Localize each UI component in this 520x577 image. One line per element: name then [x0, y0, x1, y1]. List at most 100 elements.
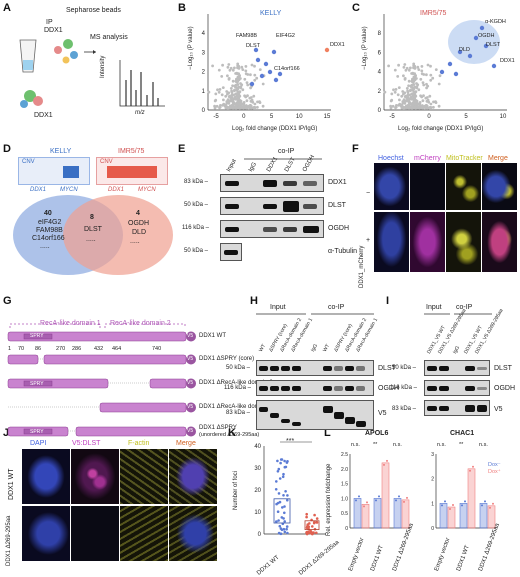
i-kda-1: 116 kDa –	[390, 385, 417, 391]
foci-point-wt	[278, 477, 282, 480]
bg-point	[431, 76, 435, 80]
bar-1-0	[361, 504, 370, 529]
g-pos-7: 740	[152, 346, 162, 352]
bg-point	[418, 101, 422, 104]
bg-point	[425, 86, 428, 90]
k-ylabel: Number of foci	[233, 470, 239, 510]
bg-point	[413, 76, 417, 80]
l-bar-chac1: 0 1 2 3	[431, 452, 496, 532]
bg-point	[419, 77, 423, 81]
y-tick-label: 0	[202, 108, 206, 114]
bg-point	[420, 72, 424, 76]
bg-point	[229, 87, 233, 90]
l-title-1: CHAC1	[450, 430, 475, 437]
bg-point	[244, 69, 248, 73]
panel-letter-e: E	[178, 143, 186, 155]
venn-mid-count: 8	[90, 214, 94, 221]
j-h-merge: Merge	[176, 440, 196, 447]
replicate-dot	[398, 495, 400, 498]
foci-point-wt	[283, 459, 286, 463]
ms-label: MS analysis	[90, 34, 128, 41]
e-blot-ogdh	[220, 220, 324, 238]
bg-point	[425, 73, 428, 77]
label-ddx1-c: DDX1	[500, 58, 515, 64]
bar-0-1	[373, 498, 382, 529]
foci-point-wt	[285, 527, 288, 531]
y-tick-label: 6	[378, 50, 382, 56]
bg-point	[425, 96, 429, 99]
foci-point-mut	[313, 513, 316, 517]
y-tick-label: 0	[258, 532, 262, 538]
bg-point	[250, 63, 254, 67]
label-dlst-c: DLST	[486, 42, 501, 48]
bg-point	[414, 90, 418, 94]
bar-0-2	[393, 498, 402, 529]
venn-left-gene1: eIF4G2	[38, 219, 62, 226]
l-sig2-1: **	[459, 442, 464, 448]
g-domain1: RecA-like domain 1	[40, 320, 101, 327]
g-construct-0: DDX1 WT	[199, 333, 226, 339]
bg-point	[426, 63, 430, 67]
bg-point	[253, 73, 257, 77]
y-tick-label: 1	[431, 501, 434, 507]
bar-0-2	[479, 503, 488, 529]
replicate-dot	[461, 504, 463, 507]
bg-point	[261, 82, 265, 86]
replicate-dot	[469, 469, 471, 472]
volcano-b-xlabel: Log₂ fold change (DDX1 IP/IgG)	[232, 126, 318, 132]
hit-point	[453, 71, 459, 77]
bg-point	[261, 104, 265, 108]
bg-point	[396, 75, 400, 78]
bg-point	[237, 76, 241, 80]
bar-0-1	[459, 503, 468, 529]
h-coip: co-IP	[328, 304, 345, 311]
y-tick-label: 2	[202, 70, 206, 76]
box-mut	[304, 520, 320, 531]
bg-point	[421, 99, 425, 103]
e-row-dlst: DLST	[328, 202, 346, 209]
hit-point	[271, 49, 277, 55]
bg-point	[410, 79, 414, 83]
replicate-dot	[406, 496, 408, 499]
panel-letter-b: B	[178, 2, 186, 14]
hit-point	[255, 57, 261, 63]
bg-point	[437, 104, 441, 108]
label-fam98b: FAM98B	[236, 33, 258, 39]
g-v5-1: V5	[187, 333, 194, 339]
hit-point	[259, 73, 265, 79]
bg-point	[398, 98, 401, 102]
intensity-label: Intensity	[100, 55, 106, 78]
f-h-mcherry: mCherry	[414, 155, 441, 162]
e-kda-3: 50 kDa –	[184, 248, 209, 254]
bg-point	[429, 102, 433, 106]
bg-point	[393, 90, 397, 94]
panel-letter-d: D	[3, 143, 11, 155]
volcano-b-plot: -5 0 5 10 15 0 1 2 3 4	[202, 14, 331, 120]
bg-point	[395, 104, 398, 107]
bg-point	[227, 100, 230, 104]
bg-point	[256, 105, 259, 109]
bg-point	[236, 106, 240, 110]
g-pos-1: 70	[18, 346, 25, 352]
i-row-ogdh: OGDH	[494, 385, 515, 392]
bg-point	[406, 93, 410, 97]
ip-target: DDX1	[44, 27, 63, 34]
workflow-diagram	[19, 39, 165, 108]
bg-point	[227, 106, 231, 109]
bg-point	[234, 102, 238, 106]
bg-point	[221, 86, 225, 89]
bar-0-0	[439, 503, 448, 529]
bg-point	[429, 73, 433, 77]
bg-point	[416, 65, 420, 69]
f-img-3	[446, 163, 481, 210]
bg-point	[255, 76, 259, 80]
foci-point-mut	[315, 520, 318, 524]
bg-point	[232, 101, 236, 105]
bg-point	[410, 83, 414, 87]
bg-point	[417, 88, 421, 92]
foci-point-wt	[279, 527, 283, 530]
bg-point	[427, 106, 430, 110]
h-col-4: IgG	[310, 343, 320, 353]
bg-point	[238, 90, 242, 94]
bg-point	[213, 106, 217, 110]
